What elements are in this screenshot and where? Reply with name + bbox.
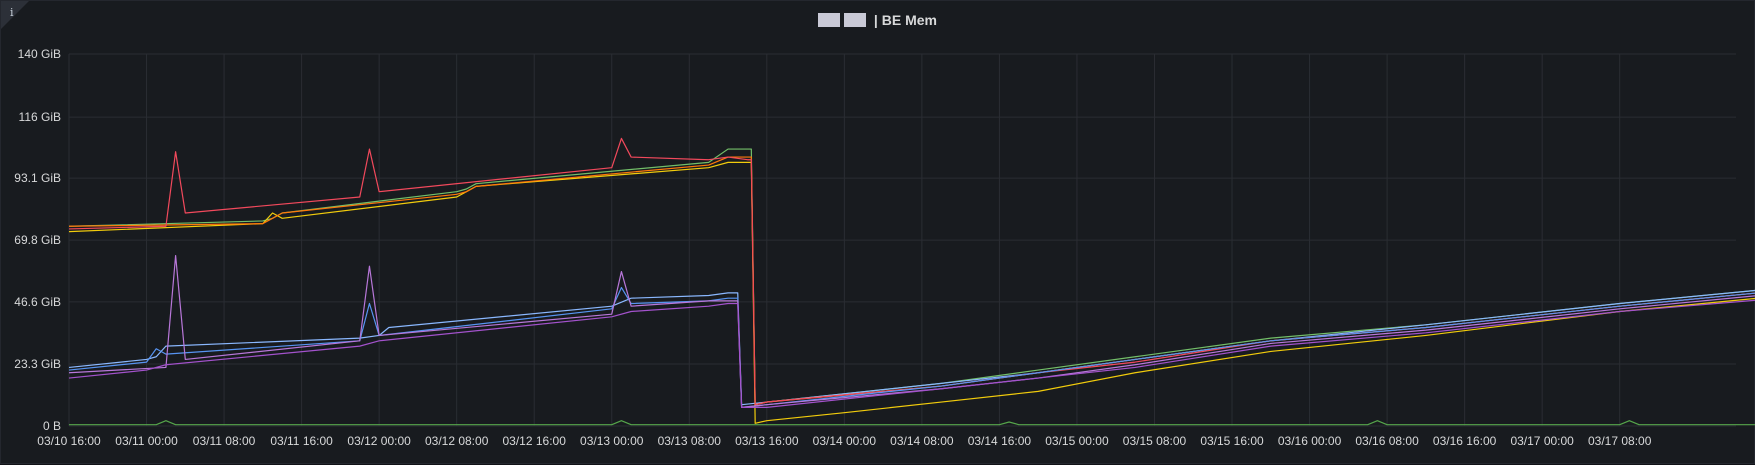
x-tick-label: 03/14 16:00 [968, 434, 1032, 448]
panel-title-text: | BE Mem [873, 12, 937, 28]
x-tick-label: 03/15 16:00 [1200, 434, 1264, 448]
x-tick-label: 03/12 16:00 [503, 434, 567, 448]
series-line-4 [68, 156, 1755, 406]
x-tick-label: 03/13 00:00 [580, 434, 644, 448]
x-tick-label: 03/14 00:00 [813, 434, 877, 448]
x-tick-label: 03/11 08:00 [193, 434, 256, 448]
x-tick-label: 03/12 08:00 [425, 434, 489, 448]
y-tick-label: 69.8 GiB [14, 233, 61, 247]
x-tick-label: 03/12 00:00 [347, 434, 411, 448]
series-line-2 [68, 161, 1755, 424]
redacted-block-1 [818, 13, 841, 27]
series-lines [68, 137, 1755, 426]
redacted-block-2 [844, 13, 867, 27]
x-tick-label: 03/11 00:00 [115, 434, 178, 448]
y-axis-ticks: 0 B 23.3 GiB 46.6 GiB 69.8 GiB 93.1 GiB 116 G… [14, 47, 61, 433]
x-tick-label: 03/17 08:00 [1588, 434, 1652, 448]
x-tick-label: 03/16 16:00 [1433, 434, 1497, 448]
series-line-6 [68, 286, 1755, 408]
y-tick-label: 0 B [43, 419, 61, 433]
grid-lines [68, 53, 1736, 427]
series-line-1 [68, 148, 1755, 406]
x-tick-label: 03/16 08:00 [1355, 434, 1419, 448]
x-tick-label: 03/17 00:00 [1510, 434, 1574, 448]
x-axis-ticks: 03/10 16:00 03/11 00:00 03/11 08:00 03/11 1… [37, 434, 1651, 448]
series-line-7 [68, 254, 1755, 408]
series-line-3 [68, 289, 1755, 406]
y-tick-label: 93.1 GiB [14, 171, 61, 185]
x-tick-label: 03/15 08:00 [1123, 434, 1187, 448]
x-tick-label: 03/13 08:00 [658, 434, 722, 448]
x-tick-label: 03/16 00:00 [1278, 434, 1342, 448]
y-tick-label: 140 GiB [18, 47, 61, 61]
y-tick-label: 116 GiB [19, 110, 61, 124]
x-tick-label: 03/14 08:00 [890, 434, 954, 448]
series-line-8 [68, 299, 1755, 408]
info-corner-icon[interactable] [1, 1, 29, 29]
series-line-9 [69, 420, 1755, 426]
y-tick-label: 23.3 GiB [14, 357, 61, 371]
panel-title[interactable]: | BE Mem [1, 12, 1754, 28]
info-glyph: i [10, 6, 14, 19]
x-tick-label: 03/10 16:00 [37, 434, 101, 448]
x-tick-label: 03/15 00:00 [1045, 434, 1109, 448]
x-tick-label: 03/13 16:00 [735, 434, 799, 448]
x-tick-label: 03/11 16:00 [270, 434, 333, 448]
y-tick-label: 46.6 GiB [14, 295, 61, 309]
